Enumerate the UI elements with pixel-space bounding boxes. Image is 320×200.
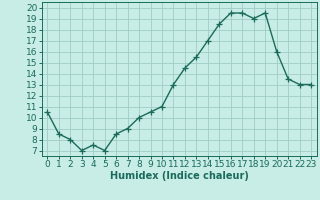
- X-axis label: Humidex (Indice chaleur): Humidex (Indice chaleur): [110, 171, 249, 181]
